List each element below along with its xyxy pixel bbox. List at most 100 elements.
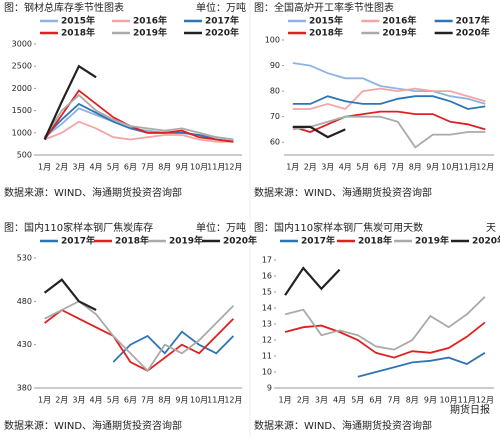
x-tick-label: 3月 bbox=[72, 396, 85, 405]
series-line bbox=[43, 278, 97, 311]
x-tick-label: 2月 bbox=[55, 163, 68, 172]
x-tick-label: 8月 bbox=[158, 396, 171, 405]
source-note: 数据来源：WIND、海通期货投资咨询部 bbox=[254, 186, 432, 199]
y-tick-label: 500 bbox=[17, 151, 32, 160]
x-tick-label: 9月 bbox=[175, 163, 188, 172]
legend-label: 2019年 bbox=[133, 27, 167, 39]
series-line bbox=[43, 102, 234, 143]
x-tick-label: 5月 bbox=[107, 396, 120, 405]
x-tick-label: 11月 bbox=[458, 396, 476, 405]
legend-label: 2017年 bbox=[301, 235, 335, 247]
chart-title: 图：全国高炉开工率季节性图表 bbox=[254, 1, 394, 14]
x-tick-label: 4月 bbox=[90, 163, 103, 172]
y-tick-label: 2500 bbox=[12, 62, 32, 71]
series-line bbox=[43, 93, 234, 141]
x-tick-label: 5月 bbox=[351, 396, 364, 405]
x-tick-label: 12月 bbox=[224, 396, 242, 405]
x-tick-label: 10月 bbox=[190, 163, 208, 172]
series-line bbox=[112, 330, 235, 363]
source-note: 数据来源：WIND、海通期货投资咨询部 bbox=[4, 186, 182, 199]
x-tick-label: 9月 bbox=[426, 163, 439, 172]
unit-label: 单位：万吨 bbox=[196, 221, 246, 234]
source-note: 数据来源：WIND、海通期货投资咨询部 bbox=[254, 419, 432, 432]
y-tick-label: 13 bbox=[262, 320, 272, 329]
y-tick-label: 12 bbox=[262, 336, 272, 345]
series-line bbox=[44, 120, 234, 143]
x-tick-label: 4月 bbox=[339, 163, 352, 172]
legend-label: 2015年 bbox=[61, 15, 95, 27]
x-tick-label: 12月 bbox=[224, 163, 242, 172]
y-tick-label: 2000 bbox=[12, 84, 32, 93]
legend-label: 2017年 bbox=[456, 15, 490, 27]
legend-label: 2019年 bbox=[382, 27, 416, 39]
x-tick-label: 5月 bbox=[356, 163, 369, 172]
x-tick-label: 6月 bbox=[124, 163, 137, 172]
x-tick-label: 1月 bbox=[279, 396, 292, 405]
legend-label: 2015年 bbox=[309, 15, 343, 27]
x-tick-label: 8月 bbox=[158, 163, 171, 172]
y-tick-label: 530 bbox=[17, 254, 32, 263]
x-tick-label: 10月 bbox=[439, 396, 457, 405]
series-line bbox=[284, 296, 486, 351]
y-tick-label: 15 bbox=[262, 288, 272, 297]
series-line bbox=[44, 308, 235, 372]
series-line bbox=[43, 89, 234, 143]
x-tick-label: 2月 bbox=[304, 163, 317, 172]
y-tick-label: 80 bbox=[270, 87, 280, 96]
x-tick-label: 3月 bbox=[315, 396, 328, 405]
y-tick-label: 380 bbox=[17, 384, 32, 393]
x-tick-label: 4月 bbox=[90, 396, 103, 405]
x-tick-label: 11月 bbox=[207, 163, 225, 172]
y-tick-label: 1000 bbox=[12, 128, 32, 137]
legend-label: 2020年 bbox=[205, 27, 239, 39]
x-tick-label: 6月 bbox=[369, 396, 382, 405]
series-line bbox=[357, 352, 486, 378]
legend-label: 2020年 bbox=[472, 235, 500, 247]
legend-label: 2017年 bbox=[61, 235, 95, 247]
x-tick-label: 1月 bbox=[38, 396, 51, 405]
x-tick-label: 8月 bbox=[409, 163, 422, 172]
watermark: 期货日报 bbox=[450, 403, 490, 416]
x-tick-label: 11月 bbox=[459, 163, 477, 172]
legend-label: 2020年 bbox=[456, 27, 490, 39]
x-tick-label: 4月 bbox=[333, 396, 346, 405]
x-tick-label: 1月 bbox=[38, 163, 51, 172]
y-tick-label: 3000 bbox=[12, 40, 32, 49]
x-tick-label: 2月 bbox=[55, 396, 68, 405]
series-line bbox=[292, 62, 486, 105]
x-tick-label: 7月 bbox=[141, 396, 154, 405]
x-tick-label: 12月 bbox=[476, 396, 494, 405]
chart-title: 图：国内110家样本钢厂焦炭可用天数 bbox=[254, 221, 423, 234]
x-tick-label: 6月 bbox=[374, 163, 387, 172]
y-tick-label: 1500 bbox=[12, 106, 32, 115]
x-tick-label: 7月 bbox=[388, 396, 401, 405]
x-tick-label: 6月 bbox=[124, 396, 137, 405]
legend-label: 2018年 bbox=[309, 27, 343, 39]
x-tick-label: 10月 bbox=[441, 163, 459, 172]
x-tick-label: 2月 bbox=[297, 396, 310, 405]
series-line bbox=[292, 125, 346, 139]
x-tick-label: 8月 bbox=[406, 396, 419, 405]
y-tick-label: 60 bbox=[270, 138, 280, 147]
y-tick-label: 11 bbox=[262, 352, 272, 361]
legend-label: 2019年 bbox=[169, 235, 203, 247]
y-tick-label: 100 bbox=[265, 36, 280, 45]
y-tick-label: 10 bbox=[262, 368, 272, 377]
x-tick-label: 7月 bbox=[141, 163, 154, 172]
y-tick-label: 70 bbox=[270, 112, 280, 121]
legend-label: 2018年 bbox=[358, 235, 392, 247]
x-tick-label: 1月 bbox=[286, 163, 299, 172]
legend-label: 2019年 bbox=[415, 235, 449, 247]
y-tick-label: 9 bbox=[267, 384, 272, 393]
x-tick-label: 9月 bbox=[175, 396, 188, 405]
x-tick-label: 12月 bbox=[476, 163, 494, 172]
series-line bbox=[292, 95, 486, 110]
series-line bbox=[284, 321, 486, 359]
y-tick-label: 17 bbox=[262, 256, 272, 265]
x-tick-label: 10月 bbox=[190, 396, 208, 405]
y-tick-label: 430 bbox=[17, 340, 32, 349]
x-tick-label: 5月 bbox=[107, 163, 120, 172]
series-line bbox=[43, 64, 97, 140]
x-tick-label: 3月 bbox=[72, 163, 85, 172]
